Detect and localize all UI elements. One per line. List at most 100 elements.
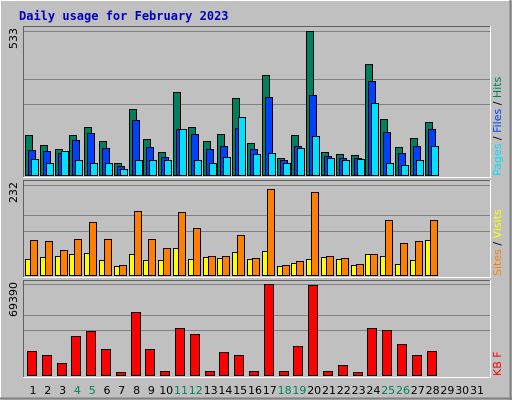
legend-text: KB F [491,351,504,376]
x-tick-label-day-4: 4 [74,384,81,397]
bar-sites-day-5 [89,222,97,276]
x-tick-label-day-24: 24 [366,384,380,397]
bar-kb-f-day-17 [264,284,274,376]
bar-pages-day-16 [253,154,261,176]
bar-kb-f-day-3 [57,363,67,376]
bar-sites-day-27 [415,241,423,276]
x-tick-label-day-9: 9 [148,384,155,397]
x-tick-label-day-5: 5 [89,384,96,397]
x-tick-label-day-11: 11 [174,384,188,397]
bar-kb-f-day-13 [205,371,215,376]
bar-sites-day-12 [193,228,201,276]
bar-pages-day-19 [297,148,305,176]
x-tick-label-day-16: 16 [248,384,262,397]
bar-pages-day-10 [164,160,172,176]
bar-sites-day-2 [45,241,53,276]
bar-kb-f-day-5 [86,331,96,376]
x-tick-label-day-10: 10 [159,384,173,397]
bar-sites-day-26 [400,243,408,276]
legend-separator: / [491,133,504,144]
bar-pages-day-15 [238,117,246,176]
legend-item-files: Files [491,109,504,133]
x-tick-label-day-1: 1 [30,384,37,397]
bar-kb-f-day-26 [397,344,407,376]
x-tick-label-day-27: 27 [411,384,425,397]
bar-pages-day-7 [120,169,128,176]
x-tick-label-day-18: 18 [278,384,292,397]
bar-kb-f-day-16 [249,371,259,376]
panel-kbytes: 69390 KB F [7,280,504,378]
bar-kb-f-day-23 [353,372,363,376]
bar-sites-day-21 [326,256,334,276]
x-tick-label-day-31: 31 [470,384,484,397]
bar-pages-day-6 [105,163,113,176]
bar-sites-day-10 [163,248,171,276]
bar-pages-day-13 [209,163,217,176]
legend-separator: / [491,238,504,249]
bar-kb-f-day-15 [234,355,244,376]
x-tick-label-day-3: 3 [59,384,66,397]
legend-item-visits: Visits [491,209,504,238]
x-tick-label-day-25: 25 [381,384,395,397]
x-tick-label-day-6: 6 [104,384,111,397]
bar-pages-day-22 [342,160,350,176]
y-axis-max-label: 232 [7,182,20,203]
x-tick-label-day-7: 7 [118,384,125,397]
bar-kb-f-day-18 [279,371,289,376]
bar-pages-day-1 [31,159,39,176]
bar-kb-f-day-25 [382,330,392,376]
bar-kb-f-day-22 [338,365,348,376]
bar-pages-day-11 [179,129,187,176]
bar-sites-day-7 [119,265,127,276]
bar-kb-f-day-7 [116,372,126,376]
bar-kb-f-day-27 [412,355,422,376]
x-tick-label-day-21: 21 [322,384,336,397]
legend-visits-sites: Sites / Visits [491,209,504,276]
bar-kb-f-day-20 [308,285,318,376]
bar-pages-day-14 [223,157,231,176]
bar-kb-f-day-11 [175,328,185,376]
bar-sites-day-23 [356,264,364,276]
bar-pages-day-2 [46,163,54,176]
chart-panels: 533 Pages / Files / Hits 232 Sites / Visits… [7,26,504,378]
bar-kb-f-day-2 [42,355,52,376]
bar-pages-day-9 [149,160,157,176]
x-tick-label-day-28: 28 [426,384,440,397]
legend-item-sites: Sites [491,249,504,276]
bar-pages-day-26 [401,165,409,176]
bar-sites-day-24 [370,254,378,276]
bar-sites-day-3 [60,250,68,276]
x-tick-label-day-23: 23 [352,384,366,397]
bar-sites-day-15 [237,235,245,276]
bar-sites-day-9 [148,239,156,276]
bar-sites-day-1 [30,240,38,276]
bar-pages-day-23 [357,159,365,176]
bar-pages-day-27 [416,160,424,176]
legend-item-pages: Pages [491,143,504,176]
y-axis-max-label: 533 [7,28,20,49]
bar-pages-day-28 [431,146,439,176]
bar-pages-day-12 [194,160,202,176]
panel-hits-files-pages: 533 Pages / Files / Hits [7,26,504,178]
bar-sites-day-4 [74,239,82,276]
bar-kb-f-day-28 [427,351,437,376]
legend-hits-files-pages: Pages / Files / Hits [491,76,504,176]
x-tick-label-day-22: 22 [337,384,351,397]
x-axis-day-labels: 1 2 3 4 5 6 7 8 9 10 11 12 13 14 15 16 17 18 19 20 21 22 23 24 2… [30,384,485,397]
x-tick-label-day-14: 14 [218,384,232,397]
bar-sites-day-18 [282,265,290,276]
bar-pages-day-4 [75,160,83,176]
bar-sites-day-11 [178,212,186,276]
x-tick-label-day-2: 2 [44,384,51,397]
bar-pages-day-5 [90,163,98,176]
bar-sites-day-14 [222,256,230,276]
bar-kb-f-day-21 [323,371,333,376]
bar-kb-f-day-1 [27,351,37,376]
legend-separator: / [491,98,504,109]
bar-sites-day-13 [208,256,216,276]
bar-sites-day-8 [134,211,142,276]
panel-visits-sites: 232 Sites / Visits [7,180,504,278]
x-tick-label-day-29: 29 [440,384,454,397]
